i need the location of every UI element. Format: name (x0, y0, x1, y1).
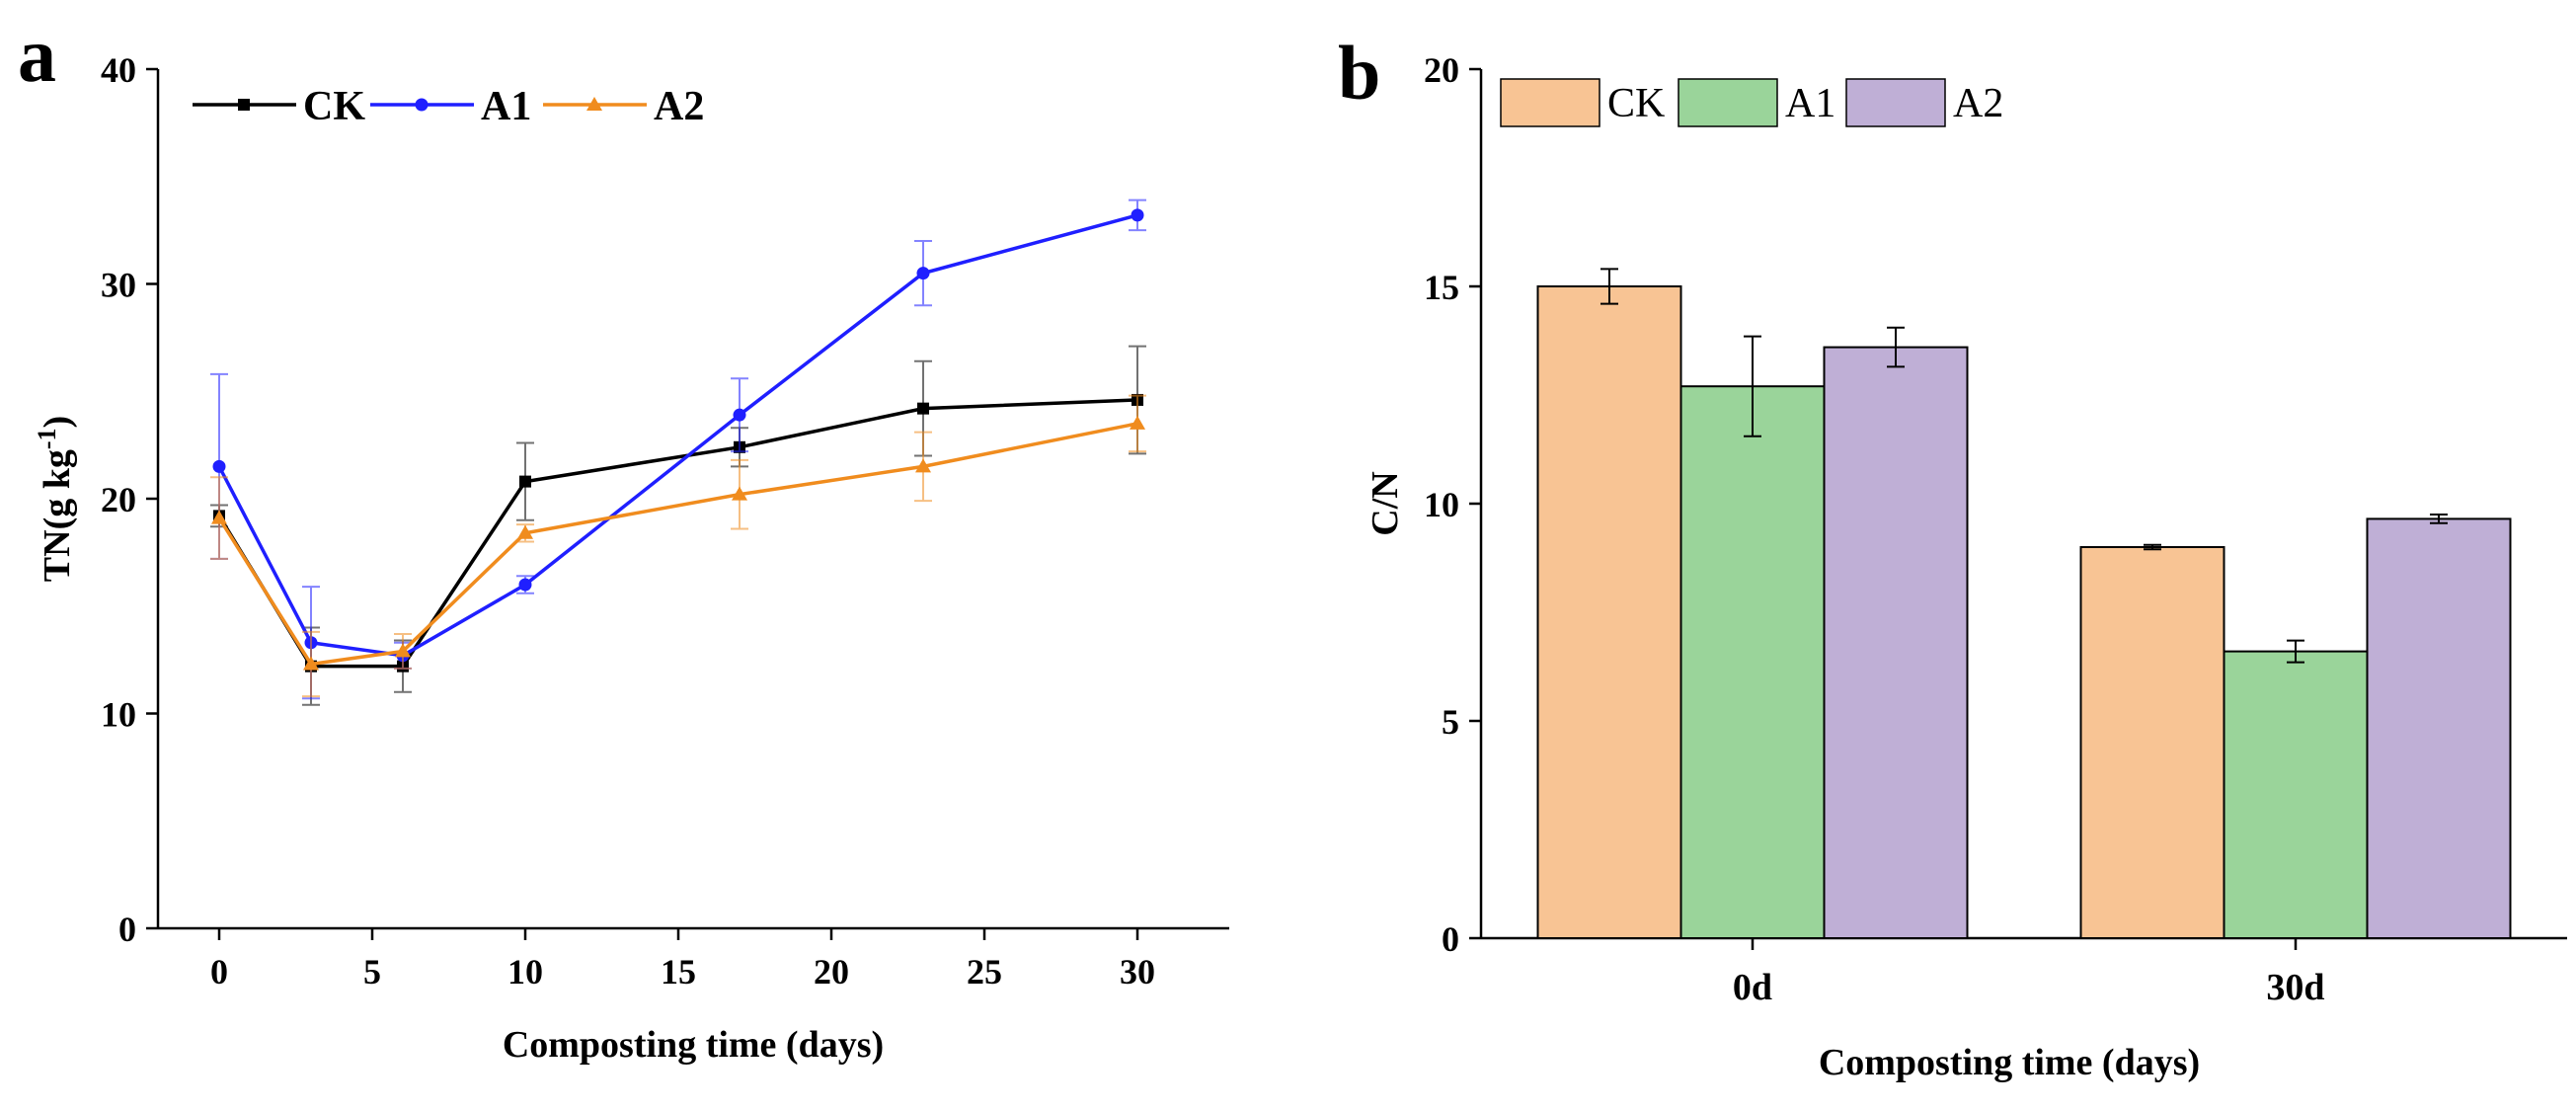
y-tick-label: 0 (118, 910, 136, 949)
x-tick-label: 0 (210, 952, 228, 992)
data-point (395, 643, 411, 658)
panel-a-series (210, 198, 1146, 706)
panel-b-bar-chart: b 0 5 10 15 20 0d 30d C/N Composting time (da… (1338, 30, 2567, 1083)
bar-A1-0d (1679, 385, 1826, 939)
data-point (1131, 208, 1144, 222)
series-line (217, 213, 1138, 658)
bar-group-item (1536, 268, 1682, 939)
legend-label: CK (303, 84, 365, 129)
legend-item-A1: A1 (370, 84, 531, 129)
data-point (916, 267, 930, 280)
panel-b-label: b (1338, 30, 1380, 116)
error-bar (1600, 268, 1618, 305)
data-point (303, 656, 319, 671)
legend-item-A2: A2 (543, 84, 704, 129)
x-tick-label: 20 (814, 952, 849, 992)
legend-label: A1 (481, 84, 531, 129)
data-point (733, 408, 746, 422)
bar-group-item (1823, 326, 1969, 940)
legend-label: CK (1607, 81, 1665, 126)
y-tick-label: 10 (101, 695, 136, 735)
legend-item-A2: A2 (1845, 78, 2003, 127)
error-bar (1887, 326, 1905, 368)
panel-a-label: a (18, 12, 56, 98)
error-bar (2430, 514, 2448, 524)
bar-group-item (2079, 543, 2225, 939)
series-A2 (210, 394, 1146, 698)
legend-item-CK: CK (1500, 78, 1665, 127)
panel-b-y-axis-label: C/N (1365, 471, 1406, 535)
category-label: 0d (1733, 967, 1772, 1008)
panel-a-y-ticks: 0 10 20 30 40 (101, 50, 158, 949)
y-tick-label: 20 (101, 480, 136, 519)
x-tick-label: 10 (507, 952, 543, 992)
panel-b-x-axis-label: Composting time (days) (1819, 1042, 2200, 1083)
panel-a-x-axis-label: Composting time (days) (503, 1024, 884, 1066)
data-point (518, 578, 532, 592)
x-tick-label: 15 (661, 952, 696, 992)
bar-A2-30d (2366, 517, 2512, 940)
data-point (1130, 415, 1145, 430)
data-point (917, 402, 929, 415)
y-tick-label: 40 (101, 50, 136, 90)
y-tick-label: 30 (101, 266, 136, 305)
bar-CK-0d (1536, 285, 1682, 939)
panel-a-x-ticks: 0 5 10 15 20 25 30 (210, 928, 1155, 992)
series-CK (210, 345, 1146, 706)
y-tick-label: 5 (1442, 702, 1459, 742)
data-point (517, 524, 533, 539)
bar-A2-0d (1823, 346, 1969, 940)
data-point (212, 459, 226, 473)
x-tick-label: 30 (1120, 952, 1155, 992)
panel-b-legend: CK A1 A2 (1500, 78, 2003, 127)
legend-label: A1 (1785, 81, 1835, 126)
y-tick-label: 15 (1424, 268, 1459, 307)
y-tick-label: 0 (1442, 919, 1459, 959)
panel-b-bars (1536, 268, 2512, 940)
data-point (732, 486, 747, 501)
x-tick-label: 25 (967, 952, 1002, 992)
bar-group-item (2366, 514, 2512, 940)
legend-label: A2 (1953, 81, 2003, 126)
bar-group-item (1679, 335, 1826, 939)
error-bar (1744, 335, 1761, 437)
legend-item-CK: CK (193, 84, 365, 129)
series-line (217, 422, 1138, 667)
panel-b-y-ticks: 0 5 10 15 20 (1424, 50, 1481, 959)
panel-a-y-axis-label: TN(g kg-1) (33, 416, 78, 582)
error-bar (2144, 543, 2161, 551)
x-tick-label: 5 (363, 952, 381, 992)
bar-CK-30d (2079, 546, 2225, 939)
data-point (519, 475, 531, 488)
legend-item-A1: A1 (1678, 78, 1835, 127)
panel-a-line-chart: a 0 10 20 30 40 0 5 10 15 20 25 30 TN(g kg-1) Comp… (18, 12, 1229, 1066)
data-point (915, 458, 931, 473)
bar-group-item (2223, 639, 2369, 939)
y-tick-label: 10 (1424, 485, 1459, 524)
y-tick-label: 20 (1424, 50, 1459, 90)
series-line (217, 398, 1138, 669)
legend-label: A2 (654, 84, 704, 129)
panel-a-legend: CK A1 A2 (193, 84, 704, 129)
category-label: 30d (2266, 967, 2324, 1008)
bar-A1-30d (2223, 650, 2369, 939)
panel-b-category-labels: 0d 30d (1733, 938, 2325, 1008)
error-bar (2287, 639, 2304, 664)
data-point (211, 510, 227, 524)
